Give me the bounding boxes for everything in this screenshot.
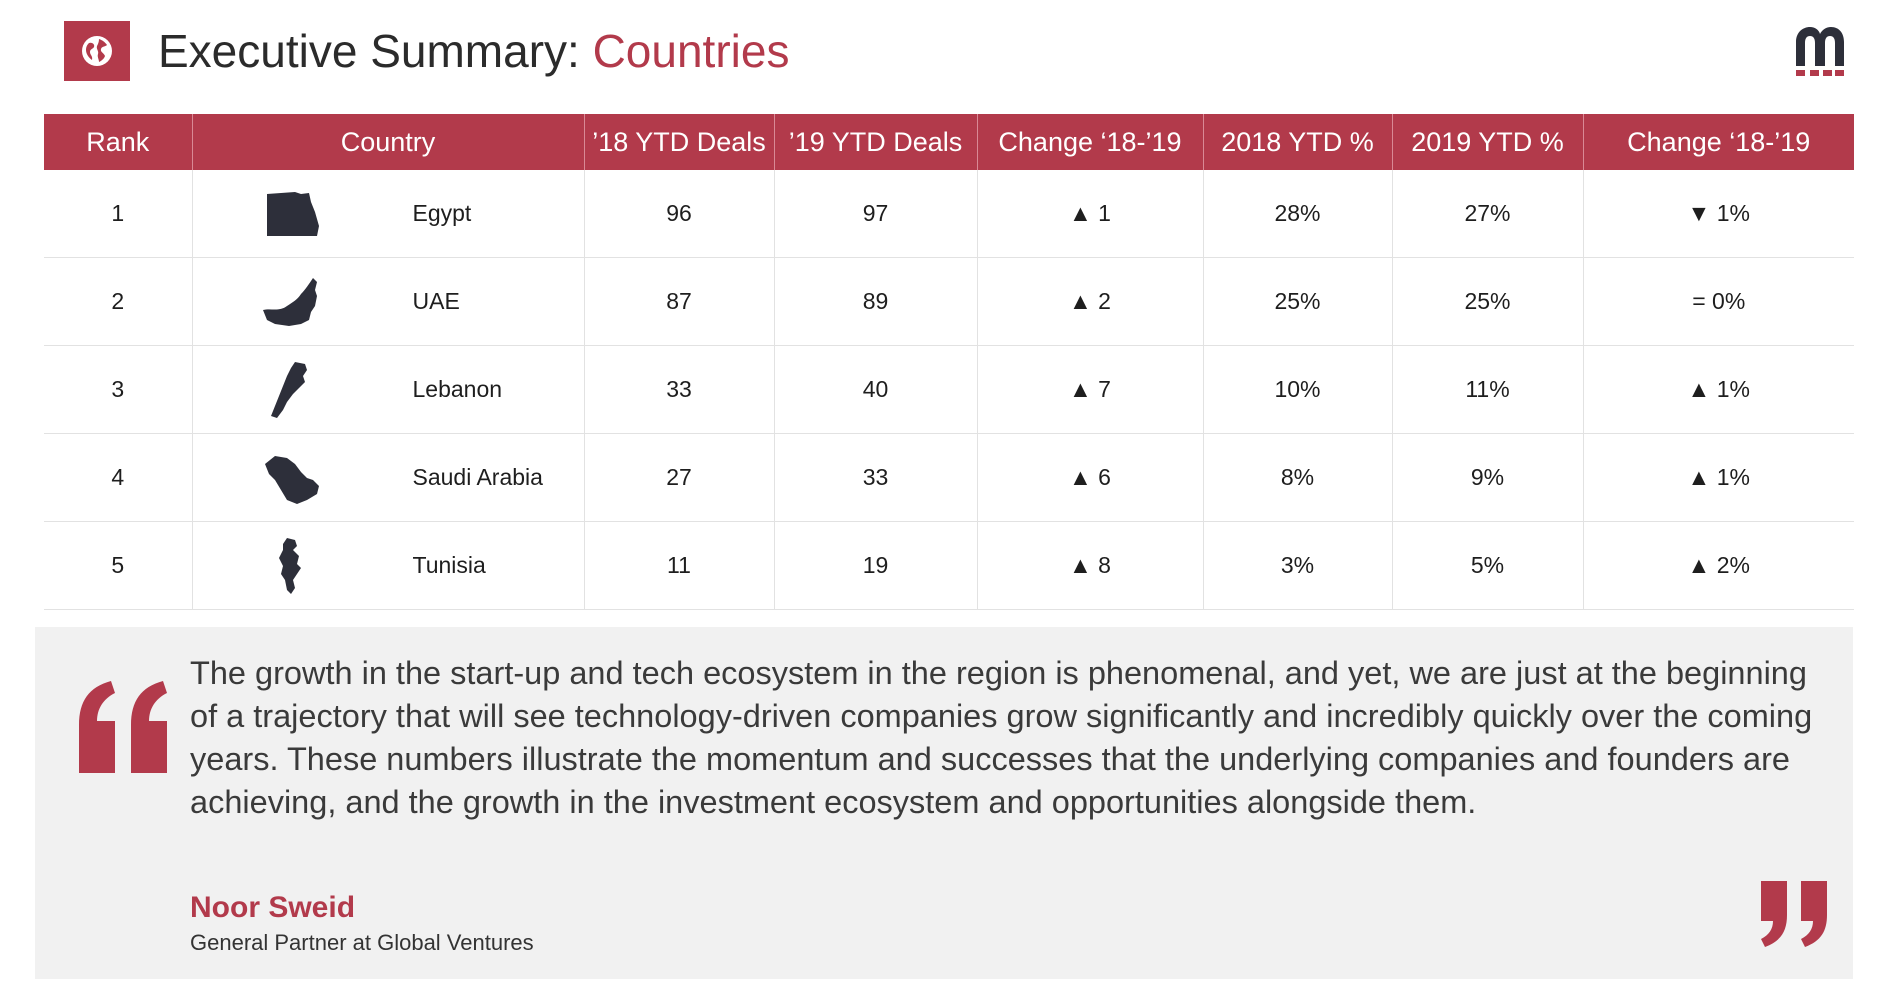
lebanon-map-icon <box>270 362 307 418</box>
saudi-arabia-map-icon <box>264 456 319 504</box>
country-name: Saudi Arabia <box>412 464 543 490</box>
col-header-country: Country <box>192 114 585 170</box>
col-header-change-pct: Change ‘18-’19 <box>1583 114 1854 170</box>
quote-box: The growth in the start-up and tech ecos… <box>35 627 1853 979</box>
globe-badge <box>64 21 130 81</box>
change-pct-cell: ▼ 1% <box>1583 170 1854 258</box>
col-header-rank: Rank <box>44 114 193 170</box>
pct-19-cell: 5% <box>1392 521 1584 610</box>
quote-author-role: General Partner at Global Ventures <box>190 930 534 955</box>
deals-19-cell: 89 <box>774 257 978 346</box>
quote-text: The growth in the start-up and tech ecos… <box>190 655 1813 820</box>
deals-18-cell: 33 <box>584 345 775 434</box>
col-header-pct-18: 2018 YTD % <box>1203 114 1393 170</box>
deals-19-cell: 19 <box>774 521 978 610</box>
table-row: 4 Saudi Arabia 27 33 ▲ 6 8% 9% ▲ 1% <box>44 433 1854 522</box>
country-name: UAE <box>412 288 460 314</box>
page-header: Executive Summary: Countries <box>64 20 789 82</box>
country-cell: Lebanon <box>192 345 585 434</box>
title-accent: Countries <box>592 25 790 77</box>
table-row: 2 UAE 87 89 ▲ 2 25% 25% = 0% <box>44 257 1854 346</box>
tunisia-map-icon <box>278 538 301 594</box>
change-deals-cell: ▲ 2 <box>977 257 1204 346</box>
change-pct-cell: = 0% <box>1583 257 1854 346</box>
pct-19-cell: 27% <box>1392 170 1584 258</box>
table-row: 5 Tunisia 11 19 ▲ 8 3% 5% ▲ 2% <box>44 521 1854 610</box>
pct-19-cell: 9% <box>1392 433 1584 522</box>
change-deals-cell: ▲ 7 <box>977 345 1204 434</box>
rank-cell: 5 <box>44 521 193 610</box>
quote-author: Noor Sweid <box>190 891 356 924</box>
country-cell: Saudi Arabia <box>192 433 585 522</box>
country-name: Lebanon <box>412 376 503 402</box>
egypt-map-icon <box>266 192 319 236</box>
pct-18-cell: 25% <box>1203 257 1393 346</box>
pct-18-cell: 8% <box>1203 433 1393 522</box>
open-quote-icon <box>79 681 167 773</box>
deals-19-cell: 97 <box>774 170 978 258</box>
col-header-deals-19: ’19 YTD Deals <box>774 114 978 170</box>
country-cell: UAE <box>192 257 585 346</box>
pct-18-cell: 10% <box>1203 345 1393 434</box>
pct-18-cell: 28% <box>1203 170 1393 258</box>
country-cell: Tunisia <box>192 521 585 610</box>
change-pct-cell: ▲ 1% <box>1583 433 1854 522</box>
change-deals-cell: ▲ 6 <box>977 433 1204 522</box>
rank-cell: 4 <box>44 433 193 522</box>
uae-map-icon <box>262 278 317 326</box>
col-header-pct-19: 2019 YTD % <box>1392 114 1584 170</box>
col-header-change-deals: Change ‘18-’19 <box>977 114 1204 170</box>
deals-18-cell: 11 <box>584 521 775 610</box>
change-pct-cell: ▲ 1% <box>1583 345 1854 434</box>
pct-19-cell: 25% <box>1392 257 1584 346</box>
countries-table: Rank Country ’18 YTD Deals ’19 YTD Deals… <box>44 114 1854 610</box>
deals-18-cell: 87 <box>584 257 775 346</box>
change-deals-cell: ▲ 1 <box>977 170 1204 258</box>
deals-18-cell: 96 <box>584 170 775 258</box>
close-quote-icon <box>1761 881 1827 947</box>
change-deals-cell: ▲ 8 <box>977 521 1204 610</box>
table-row: 3 Lebanon 33 40 ▲ 7 10% 11% ▲ 1% <box>44 345 1854 434</box>
globe-icon <box>82 36 112 66</box>
country-name: Tunisia <box>412 552 486 578</box>
page-title: Executive Summary: Countries <box>158 24 789 78</box>
table-row: 1 Egypt 96 97 ▲ 1 28% 27% ▼ 1% <box>44 170 1854 258</box>
country-cell: Egypt <box>192 170 585 258</box>
change-pct-cell: ▲ 2% <box>1583 521 1854 610</box>
deals-19-cell: 40 <box>774 345 978 434</box>
rank-cell: 3 <box>44 345 193 434</box>
country-name: Egypt <box>412 200 472 226</box>
pct-19-cell: 11% <box>1392 345 1584 434</box>
table-header-row: Rank Country ’18 YTD Deals ’19 YTD Deals… <box>44 114 1854 170</box>
col-header-deals-18: ’18 YTD Deals <box>584 114 775 170</box>
deals-19-cell: 33 <box>774 433 978 522</box>
deals-18-cell: 27 <box>584 433 775 522</box>
rank-cell: 2 <box>44 257 193 346</box>
brand-m-logo <box>1796 27 1844 76</box>
rank-cell: 1 <box>44 170 193 258</box>
title-main: Executive Summary: <box>158 25 593 77</box>
pct-18-cell: 3% <box>1203 521 1393 610</box>
